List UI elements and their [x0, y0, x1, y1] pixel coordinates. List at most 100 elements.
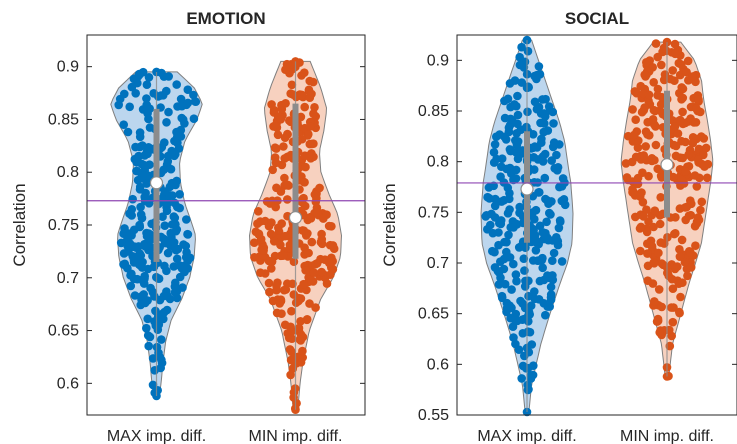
social-max-point [490, 201, 500, 211]
social-min-point [633, 173, 643, 183]
emotion-max-point [132, 257, 141, 266]
social-max-point [488, 246, 497, 256]
social-min-point [665, 341, 675, 351]
emotion-max-point [182, 215, 191, 224]
social-max-point [540, 173, 550, 183]
emotion-min-point [305, 76, 315, 86]
emotion-max-point [159, 291, 169, 301]
emotion-max-point [144, 341, 153, 351]
emotion-min-point [264, 256, 274, 266]
social-max-point [525, 327, 535, 337]
social-max-point [497, 293, 507, 303]
emotion-min-point [250, 238, 259, 247]
emotion-max-point [142, 100, 151, 110]
emotion-max-point [142, 80, 152, 89]
social-max-point [489, 181, 499, 191]
social-max-point [542, 217, 551, 227]
emotion-max-point [179, 263, 189, 273]
emotion-max-point [172, 202, 182, 212]
emotion-min-point [287, 334, 297, 344]
social-min-point [633, 179, 643, 189]
social-max-point [519, 254, 529, 263]
social-min-point [653, 314, 663, 324]
emotion-max-point [170, 213, 180, 223]
emotion-max-point [135, 132, 145, 142]
social-max-point [517, 241, 526, 251]
emotion-min-point [296, 317, 305, 326]
emotion-max-point [144, 73, 154, 82]
social-max-point [502, 247, 511, 257]
emotion-max-point [163, 157, 173, 166]
social-min-point [671, 141, 681, 151]
emotion-max-point [138, 141, 147, 150]
emotion-max-point [161, 198, 170, 208]
social-min-point [694, 144, 704, 154]
social-max-point [508, 322, 518, 332]
social-min-point [668, 284, 678, 294]
social-max-point [528, 208, 538, 217]
emotion-max-median-marker [149, 176, 164, 190]
social-max-point [548, 142, 558, 152]
social-min-point [671, 151, 681, 161]
emotion-max-point [126, 281, 136, 291]
emotion-min-point [304, 129, 313, 139]
emotion-max-point [143, 109, 152, 118]
social-min-point [673, 262, 682, 271]
social-min-point [642, 58, 651, 67]
emotion-max-point [166, 164, 176, 174]
social-min-point [681, 167, 690, 176]
social-min-point [639, 212, 648, 221]
emotion-min-point [299, 226, 309, 235]
social-min-point [675, 252, 685, 261]
social-max-point [513, 137, 523, 146]
emotion-max-point [136, 202, 145, 212]
social-min-point [686, 248, 695, 257]
emotion-min-point [253, 219, 262, 228]
emotion-max-point [120, 260, 129, 270]
social-category-min: MIN imp. diff. [620, 428, 714, 444]
social-ytick-label: 0.8 [427, 154, 449, 171]
social-min-point [688, 138, 698, 148]
social-min-point [654, 248, 663, 258]
emotion-min-point [265, 199, 275, 208]
social-max-point [497, 154, 507, 163]
social-max-point [534, 188, 543, 197]
social-max-extreme-point [522, 407, 532, 417]
social-min-point [670, 39, 680, 49]
emotion-max-point [189, 90, 198, 100]
social-ytick-label: 0.6 [427, 356, 449, 373]
social-min-point [670, 49, 680, 59]
emotion-max-point [137, 291, 147, 301]
emotion-max-point [134, 69, 144, 79]
emotion-max-point [116, 238, 126, 248]
emotion-min-point [254, 230, 264, 239]
social-max-point [494, 228, 503, 237]
social-max-point [499, 254, 509, 264]
emotion-min-point [269, 237, 279, 246]
social-min-point [675, 115, 685, 125]
emotion-max-point [131, 89, 140, 98]
social-max-point [546, 210, 555, 219]
social-max-point [494, 280, 504, 289]
emotion-max-point [142, 179, 151, 188]
emotion-max-extreme-point [152, 67, 161, 77]
emotion-min-point [278, 251, 288, 260]
social-axes-frame [456, 34, 737, 416]
social-min-point [647, 154, 657, 163]
social-max-point [548, 256, 557, 266]
social-min-point [655, 219, 665, 229]
emotion-min-point [285, 240, 295, 250]
emotion-min-point [326, 270, 335, 280]
emotion-max-point [123, 242, 133, 251]
social-max-point [538, 95, 547, 104]
social-max-point [537, 134, 546, 144]
emotion-max-point [162, 266, 171, 276]
social-min-point [636, 246, 645, 256]
emotion-min-point [310, 103, 319, 112]
emotion-max-point [176, 125, 186, 135]
social-max-point [524, 276, 533, 286]
emotion-min-point [309, 109, 318, 118]
social-min-point [667, 274, 677, 284]
social-min-point [675, 308, 684, 318]
